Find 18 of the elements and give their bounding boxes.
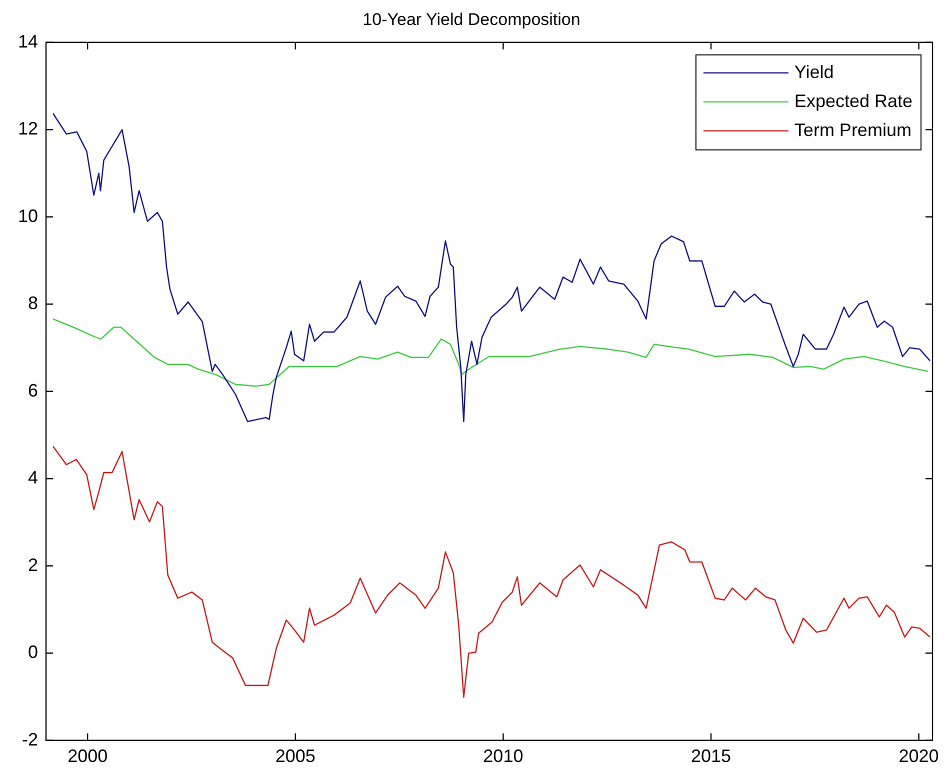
x-tick-label: 2015 (690, 746, 732, 766)
y-tick-label: 10 (18, 206, 38, 226)
y-tick-label: 6 (28, 380, 38, 400)
legend-label: Term Premium (794, 120, 912, 140)
y-tick-label: 14 (18, 31, 38, 52)
y-tick-label: -2 (22, 729, 38, 750)
x-tick-label: 2000 (68, 746, 108, 766)
y-tick-label: 4 (28, 468, 38, 488)
x-tick-label: 2020 (898, 746, 939, 766)
legend-label: Yield (794, 62, 834, 82)
x-tick-label: 2010 (483, 746, 524, 766)
y-tick-label: 12 (18, 118, 38, 139)
x-tick-label: 2005 (275, 746, 316, 766)
y-tick-label: 0 (28, 642, 38, 662)
y-tick-label: 8 (28, 293, 38, 314)
chart-title: 10-Year Yield Decomposition (362, 10, 580, 29)
y-tick-label: 2 (28, 554, 38, 575)
legend-label: Expected Rate (794, 90, 913, 111)
